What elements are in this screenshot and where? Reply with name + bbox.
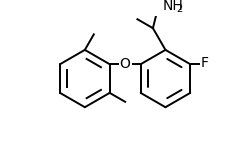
Text: O: O — [119, 57, 130, 71]
Text: 2: 2 — [175, 4, 182, 14]
Text: F: F — [199, 56, 207, 70]
Text: NH: NH — [162, 0, 183, 13]
